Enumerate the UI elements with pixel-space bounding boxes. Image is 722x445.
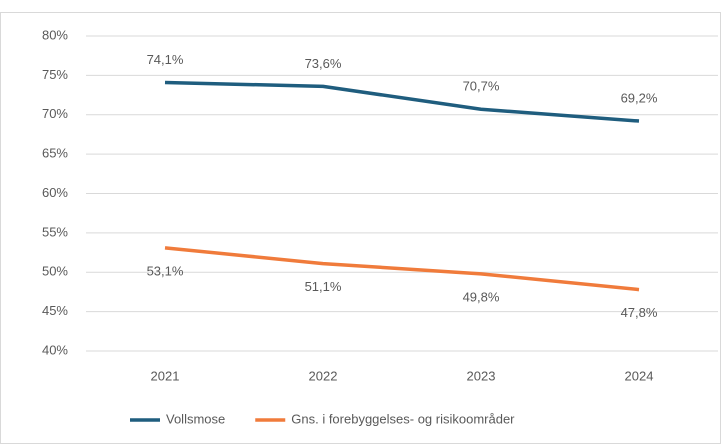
data-label: 73,6% (305, 56, 342, 71)
series-line (164, 80, 640, 123)
y-tick-label: 60% (42, 185, 68, 200)
legend-label: Gns. i forebyggelses- og risikoområder (291, 411, 515, 426)
x-tick-label: 2021 (151, 368, 180, 383)
y-tick-label: 50% (42, 264, 68, 279)
y-tick-label: 40% (42, 342, 68, 357)
x-tick-label: 2023 (467, 368, 496, 383)
data-label: 74,1% (147, 52, 184, 67)
data-label: 49,8% (463, 289, 500, 304)
data-label: 47,8% (621, 305, 658, 320)
x-tick-label: 2022 (309, 368, 338, 383)
data-label: 69,2% (621, 90, 658, 105)
series-line (164, 246, 640, 292)
y-tick-label: 70% (42, 106, 68, 121)
data-label: 70,7% (463, 79, 500, 94)
legend-label: Vollsmose (166, 411, 225, 426)
y-tick-label: 80% (42, 27, 68, 42)
y-tick-label: 45% (42, 303, 68, 318)
y-tick-label: 55% (42, 224, 68, 239)
y-tick-label: 65% (42, 146, 68, 161)
x-tick-label: 2024 (625, 368, 654, 383)
data-label: 53,1% (147, 263, 184, 278)
y-tick-label: 75% (42, 67, 68, 82)
chart-frame (0, 12, 721, 444)
data-label: 51,1% (305, 279, 342, 294)
